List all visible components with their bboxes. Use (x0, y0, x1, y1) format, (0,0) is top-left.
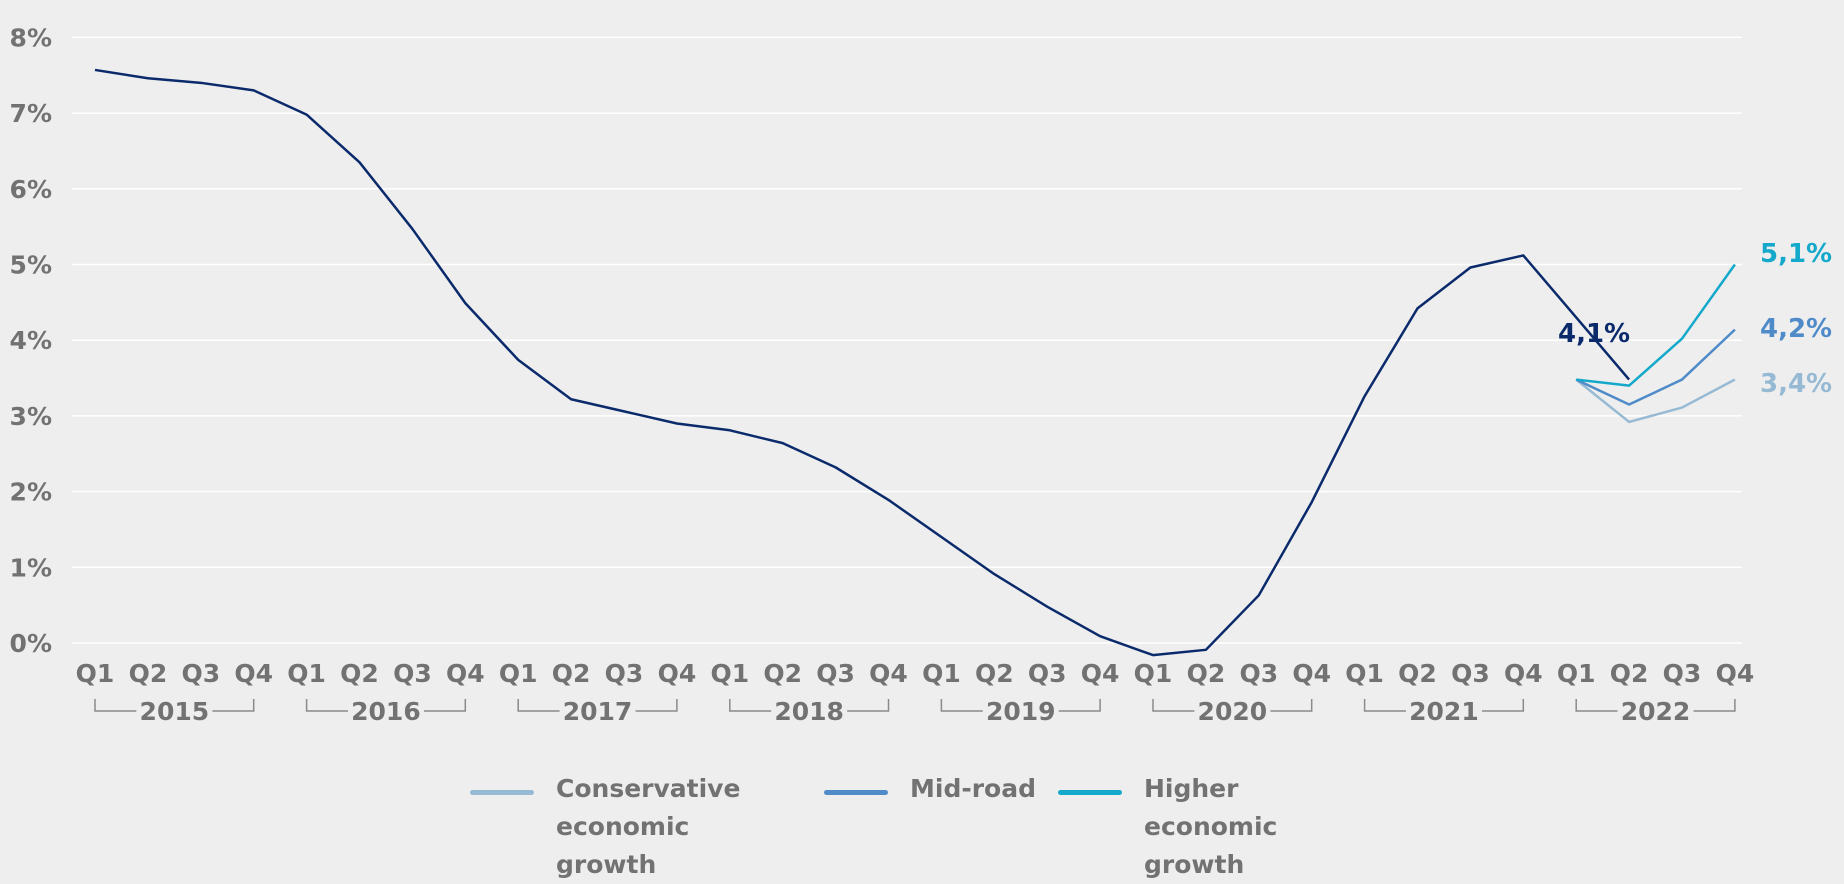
year-bracket (94, 699, 255, 712)
series-lines (94, 68, 1736, 657)
y-axis: 0% 1% 2% 3% 4% 5% 6% 7% 8% (10, 23, 52, 658)
legend-label-conservative-line2: economic growth (556, 812, 690, 879)
legend-swatch-higher (1058, 790, 1122, 795)
legend-item-higher: Higher economic growth (1058, 770, 1384, 884)
line-chart: 0%1%2%3%4%5%6%7%8% Q1 Q2 Q3 Q4 Q1 Q2 Q3 Q4 Q1 Q2 Q… (10, 23, 1833, 726)
y-tick-label: 5% (10, 251, 52, 280)
x-tick-label: Q2 (763, 659, 802, 688)
series-line (1575, 328, 1736, 406)
y-tick-label: 1% (10, 553, 52, 582)
x-tick-label: Q4 (234, 659, 273, 688)
x-tick-label: Q2 (1187, 659, 1226, 688)
x-tick-label: Q2 (340, 659, 379, 688)
year-label: 2020 (1198, 697, 1268, 726)
year-label: 2021 (1409, 697, 1479, 726)
x-tick-label: Q4 (1292, 659, 1331, 688)
x-tick-label: Q1 (710, 659, 749, 688)
x-tick-label: Q2 (1610, 659, 1649, 688)
x-tick-label: Q4 (869, 659, 908, 688)
y-tick-label: 0% (10, 629, 52, 658)
x-tick-label: Q2 (129, 659, 168, 688)
series-end-label: 4,2% (1760, 314, 1832, 344)
legend-label-mid-road: Mid-road (910, 774, 1036, 803)
legend-label-conservative-line1: Conservative (556, 774, 741, 803)
series-line (1576, 263, 1736, 387)
x-tick-label: Q4 (1716, 659, 1755, 688)
x-tick-label: Q1 (287, 659, 326, 688)
x-tick-label: Q3 (1028, 659, 1067, 688)
x-tick-label: Q1 (1557, 659, 1596, 688)
y-tick-label: 7% (10, 99, 52, 128)
x-tick-label: Q1 (76, 659, 115, 688)
year-label: 2019 (986, 697, 1056, 726)
series-end-label: 3,4% (1760, 369, 1832, 399)
x-tick-label: Q3 (816, 659, 855, 688)
year-bracket (305, 699, 467, 712)
year-bracket (1152, 699, 1313, 712)
x-tick-label: Q3 (393, 659, 432, 688)
legend-label-higher-line2: economic growth (1144, 812, 1278, 879)
legend-label-higher-line1: Higher (1144, 774, 1239, 803)
x-tick-label: Q3 (1239, 659, 1278, 688)
x-tick-label: Q4 (658, 659, 697, 688)
x-tick-label: Q3 (605, 659, 644, 688)
year-label: 2017 (563, 697, 633, 726)
legend-item-conservative: Conservative economic growth (470, 770, 796, 884)
x-tick-label: Q2 (975, 659, 1014, 688)
year-label: 2015 (140, 697, 210, 726)
x-axis: Q1 Q2 Q3 Q4 Q1 Q2 Q3 Q4 Q1 Q2 Q3 Q4 Q1 Q2 Q3 Q4 Q1 Q2 Q3 Q4… (76, 659, 1755, 726)
x-tick-label: Q2 (1398, 659, 1437, 688)
x-tick-label: Q1 (1345, 659, 1384, 688)
x-tick-label: Q3 (181, 659, 220, 688)
y-tick-label: 2% (10, 478, 52, 507)
year-label: 2016 (351, 697, 421, 726)
year-bracket (940, 699, 1101, 712)
gridlines (72, 36, 1742, 644)
series-end-label: 5,1% (1760, 239, 1832, 269)
legend: Conservative economic growth Mid-road Hi… (0, 770, 1844, 879)
legend-swatch-conservative (470, 790, 534, 795)
y-tick-label: 3% (10, 402, 52, 431)
year-bracket (1575, 699, 1736, 712)
x-tick-label: Q4 (1081, 659, 1120, 688)
year-bracket (729, 699, 890, 712)
historical-line (94, 68, 1631, 657)
x-tick-label: Q4 (446, 659, 485, 688)
y-tick-label: 6% (10, 175, 52, 204)
x-tick-label: Q1 (922, 659, 961, 688)
x-tick-label: Q3 (1663, 659, 1702, 688)
legend-item-mid-road: Mid-road (824, 770, 1150, 808)
x-tick-label: Q3 (1451, 659, 1490, 688)
x-tick-label: Q2 (552, 659, 591, 688)
year-bracket (1363, 699, 1525, 712)
year-bracket (517, 699, 678, 712)
series-line (1575, 378, 1736, 424)
year-label: 2022 (1621, 697, 1691, 726)
legend-swatch-mid-road (824, 790, 888, 795)
x-tick-label: Q4 (1504, 659, 1543, 688)
historical-annotation: 4,1% (1558, 319, 1630, 349)
y-tick-label: 8% (10, 23, 52, 52)
x-tick-label: Q1 (1134, 659, 1173, 688)
data-labels: 4,1% 3,4% 4,2% 5,1% (1558, 239, 1832, 399)
x-tick-label: Q1 (499, 659, 538, 688)
year-label: 2018 (774, 697, 844, 726)
y-tick-label: 4% (10, 326, 52, 355)
